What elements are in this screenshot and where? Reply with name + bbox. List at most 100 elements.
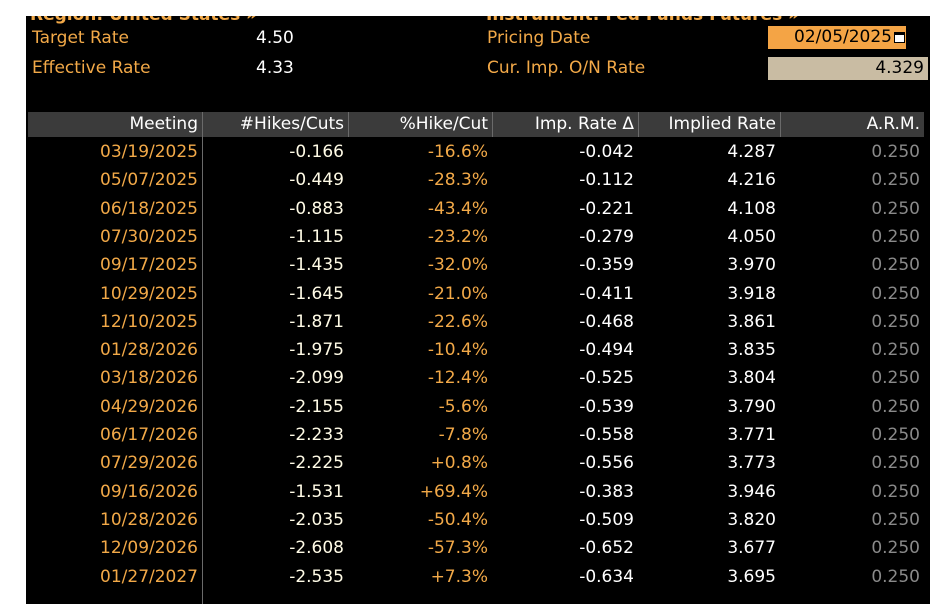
cell: -10.4% — [427, 340, 488, 361]
cell: -0.883 — [289, 198, 344, 219]
calendar-icon[interactable] — [894, 32, 905, 43]
column-header[interactable]: Implied Rate — [668, 114, 776, 134]
cell: 3.771 — [727, 425, 776, 445]
meeting-date: 07/29/2026 — [100, 453, 198, 474]
column-divider — [202, 112, 203, 604]
cell: 4.050 — [727, 226, 776, 247]
cell: +7.3% — [430, 566, 488, 587]
meeting-date: 10/29/2025 — [100, 283, 198, 304]
cell: 3.918 — [727, 283, 776, 304]
rate-value[interactable]: 4.329 — [875, 58, 924, 78]
meeting-date: 06/17/2026 — [100, 425, 198, 445]
terminal-panel: Region: United States » Instrument: Fed … — [26, 16, 930, 604]
cell: -0.221 — [579, 198, 634, 219]
cell: -2.608 — [289, 538, 344, 559]
cell: 0.250 — [871, 198, 920, 219]
instrument-selector[interactable]: Instrument: Fed Funds Futures » — [486, 16, 799, 26]
cell: 0.250 — [871, 566, 920, 587]
cell: -21.0% — [427, 283, 488, 304]
cell: -12.4% — [427, 368, 488, 389]
cell: 4.287 — [727, 142, 776, 162]
cell: -2.155 — [289, 396, 344, 417]
cell: 3.695 — [727, 566, 776, 587]
cell: -0.468 — [579, 311, 634, 332]
cell: 4.216 — [727, 170, 776, 191]
cell: -0.359 — [579, 255, 634, 276]
cell: -0.556 — [579, 453, 634, 474]
cell: -2.225 — [289, 453, 344, 474]
cell: -57.3% — [427, 538, 488, 559]
cell: 0.250 — [871, 538, 920, 559]
cell: -1.975 — [289, 340, 344, 361]
cell: -23.2% — [427, 226, 488, 247]
meeting-date: 09/16/2026 — [100, 481, 198, 502]
meeting-date: 12/10/2025 — [100, 311, 198, 332]
cell: 0.250 — [871, 368, 920, 389]
cell: -22.6% — [427, 311, 488, 332]
cell: 3.946 — [727, 481, 776, 502]
column-header[interactable]: #Hikes/Cuts — [239, 114, 344, 134]
cell: -2.233 — [289, 425, 344, 445]
meeting-date: 07/30/2025 — [100, 226, 198, 247]
cell: 0.250 — [871, 509, 920, 530]
date-input[interactable]: 02/05/2025 — [768, 26, 906, 49]
cell: -0.042 — [579, 142, 634, 162]
cell: -0.652 — [579, 538, 634, 559]
meeting-date: 10/28/2026 — [100, 509, 198, 530]
cell: -7.8% — [438, 425, 488, 445]
meeting-date: 12/09/2026 — [100, 538, 198, 559]
cell: 0.250 — [871, 340, 920, 361]
cell: 0.250 — [871, 226, 920, 247]
cell: -0.509 — [579, 509, 634, 530]
cell: 3.861 — [727, 311, 776, 332]
meeting-date: 04/29/2026 — [100, 396, 198, 417]
cell: -50.4% — [427, 509, 488, 530]
cell: +0.8% — [430, 453, 488, 474]
meeting-date: 03/18/2026 — [100, 368, 198, 389]
field-label: Effective Rate — [32, 58, 151, 78]
region-selector[interactable]: Region: United States » — [30, 16, 257, 26]
cell: 0.250 — [871, 142, 920, 162]
cell: 3.677 — [727, 538, 776, 559]
meeting-date: 01/28/2026 — [100, 340, 198, 361]
cell: -1.531 — [289, 481, 344, 502]
cell: 3.773 — [727, 453, 776, 474]
column-header[interactable]: Meeting — [129, 114, 198, 134]
column-header[interactable]: A.R.M. — [866, 114, 920, 134]
header-divider — [780, 112, 781, 137]
cell: -0.525 — [579, 368, 634, 389]
cell: -1.645 — [289, 283, 344, 304]
field-label: Target Rate — [32, 28, 129, 48]
column-header[interactable]: %Hike/Cut — [399, 114, 488, 134]
cell: -0.279 — [579, 226, 634, 247]
cell: -43.4% — [427, 198, 488, 219]
cell: 0.250 — [871, 283, 920, 304]
field-label: Cur. Imp. O/N Rate — [487, 58, 646, 78]
column-header[interactable]: Imp. Rate Δ — [534, 114, 634, 134]
cell: 0.250 — [871, 255, 920, 276]
meeting-date: 01/27/2027 — [100, 566, 198, 587]
cell: -2.035 — [289, 509, 344, 530]
cell: 0.250 — [871, 453, 920, 474]
cell: -1.871 — [289, 311, 344, 332]
meeting-date: 05/07/2025 — [100, 170, 198, 191]
cell: -0.411 — [579, 283, 634, 304]
cell: -0.112 — [579, 170, 634, 191]
rate-input[interactable]: 4.329 — [768, 57, 928, 80]
cell: -0.558 — [579, 425, 634, 445]
field-value: 4.33 — [256, 58, 294, 78]
table-header — [28, 112, 924, 137]
header-divider — [348, 112, 349, 137]
cell: -0.539 — [579, 396, 634, 417]
cell: 0.250 — [871, 170, 920, 191]
field-value: 4.50 — [256, 28, 294, 48]
cell: -1.115 — [289, 226, 344, 247]
cell: -1.435 — [289, 255, 344, 276]
meeting-date: 06/18/2025 — [100, 198, 198, 219]
cell: 3.835 — [727, 340, 776, 361]
date-value[interactable]: 02/05/2025 — [794, 27, 892, 47]
cell: -5.6% — [438, 396, 488, 417]
cell: -0.383 — [579, 481, 634, 502]
cell: -16.6% — [427, 142, 488, 162]
